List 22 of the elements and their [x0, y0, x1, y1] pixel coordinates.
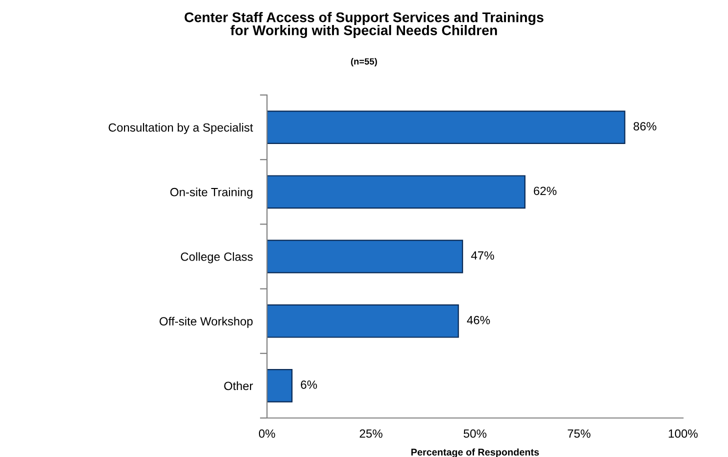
x-tick-label: 100%	[668, 429, 698, 438]
bar	[267, 110, 626, 144]
y-tick-label: College Class	[180, 252, 253, 264]
y-tick-label: Consultation by a Specialist	[108, 123, 254, 134]
data-label: 46%	[466, 316, 490, 324]
data-label: 47%	[471, 251, 494, 260]
y-tick-label: Off-site Workshop	[160, 316, 253, 328]
x-tick-label: 0%	[258, 429, 276, 438]
y-tick-label: Other	[224, 381, 253, 390]
data-label: 62%	[534, 186, 556, 196]
bar	[267, 240, 464, 274]
x-tick-label: 50%	[464, 429, 486, 438]
bar	[267, 368, 293, 402]
y-tick-label: On-site Training	[170, 188, 252, 199]
x-tick-label: 25%	[360, 429, 382, 438]
data-label: 86%	[634, 122, 656, 130]
x-tick-label: 75%	[568, 429, 590, 438]
chart-subtitle: (n=55)	[351, 58, 377, 66]
bar	[267, 304, 459, 338]
bar	[267, 175, 526, 209]
data-label: 6%	[300, 380, 317, 389]
chart-title: Center Staff Access of Support Services and Trainings for Working with Special Needs Children	[184, 12, 544, 38]
